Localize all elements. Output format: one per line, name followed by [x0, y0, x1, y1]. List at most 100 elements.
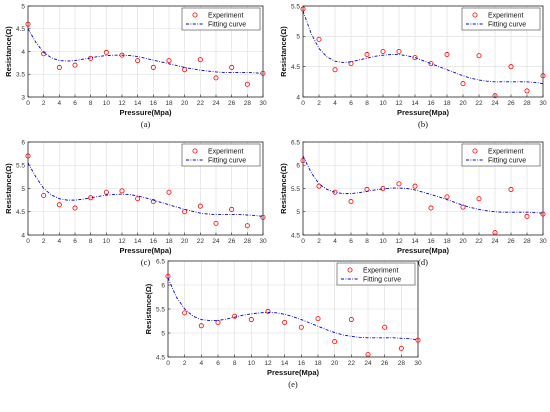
y-tick-label: 5.5 — [291, 186, 300, 193]
x-tick-label: 12 — [395, 100, 403, 107]
y-tick-label: 4 — [21, 49, 25, 56]
y-tick-label: 3.5 — [16, 72, 25, 79]
x-tick-label: 10 — [379, 238, 387, 245]
legend-marker-swatch — [347, 267, 353, 273]
x-tick-label: 14 — [411, 100, 419, 107]
x-tick-label: 12 — [264, 360, 272, 367]
chart-panel-d: 0 2 4 6 8 10 12 14 16 18 20 22 24 26 28 304.555.566.5Pr… — [279, 139, 547, 267]
y-tick-label: 5.5 — [156, 306, 165, 313]
experiment-point — [182, 310, 188, 316]
experiment-point — [524, 213, 530, 219]
legend-entry: Experiment — [208, 12, 243, 19]
x-tick-label: 16 — [298, 360, 306, 367]
x-tick-label: 28 — [398, 360, 406, 367]
experiment-point — [103, 49, 109, 55]
x-tick-label: 6 — [349, 238, 353, 245]
experiment-point — [135, 58, 141, 64]
experiment-point — [182, 67, 188, 73]
legend-entry: Experiment — [488, 148, 523, 155]
y-tick-label: 5 — [296, 34, 300, 41]
x-axis-label: Pressure(Mpa) — [397, 246, 450, 255]
experiment-point — [41, 51, 47, 57]
experiment-point — [150, 64, 156, 70]
experiment-point — [41, 192, 47, 198]
experiment-point — [348, 61, 354, 67]
x-tick-label: 14 — [134, 100, 142, 107]
x-tick-label: 26 — [507, 100, 515, 107]
experiment-point — [298, 324, 304, 330]
x-tick-label: 14 — [281, 360, 289, 367]
experiment-point — [72, 205, 78, 211]
legend: Experiment Fitting curve — [461, 7, 541, 31]
x-tick-label: 10 — [248, 360, 256, 367]
y-axis-label: Resistance(Ω) — [279, 163, 288, 214]
y-tick-label: 4 — [296, 94, 300, 101]
experiment-point — [380, 185, 386, 191]
experiment-point — [316, 36, 322, 42]
x-tick-label: 4 — [333, 238, 337, 245]
legend: Experiment Fitting curve — [181, 143, 261, 167]
x-tick-label: 30 — [539, 100, 547, 107]
x-tick-label: 2 — [317, 100, 321, 107]
legend-entry: Experiment — [208, 148, 243, 155]
x-tick-label: 18 — [443, 100, 451, 107]
legend-box — [461, 7, 541, 31]
experiment-point — [166, 189, 172, 195]
x-tick-label: 22 — [197, 238, 205, 245]
experiment-point — [540, 211, 546, 217]
x-tick-label: 24 — [212, 100, 220, 107]
experiment-point — [348, 317, 354, 323]
x-tick-label: 20 — [459, 238, 467, 245]
x-tick-label: 10 — [103, 100, 111, 107]
x-tick-label: 22 — [475, 100, 483, 107]
experiment-point — [476, 196, 482, 202]
experiment-point — [119, 188, 125, 194]
x-tick-label: 2 — [183, 360, 187, 367]
x-tick-label: 4 — [58, 100, 62, 107]
x-tick-label: 28 — [244, 238, 252, 245]
experiment-point — [380, 49, 386, 55]
x-tick-label: 8 — [233, 360, 237, 367]
legend: Experiment Fitting curve — [181, 7, 261, 31]
x-tick-label: 24 — [364, 360, 372, 367]
y-tick-label: 4.5 — [291, 232, 300, 239]
y-tick-label: 5.5 — [291, 3, 300, 10]
x-tick-label: 6 — [73, 238, 77, 245]
x-tick-label: 18 — [165, 100, 173, 107]
y-axis-label: Resistance(Ω) — [144, 283, 153, 334]
x-tick-label: 16 — [150, 100, 158, 107]
panel-label: (b) — [418, 119, 428, 129]
chart-panel-b: 0 2 4 6 8 10 12 14 16 18 20 22 24 26 28 3044.555.5Press… — [279, 3, 547, 129]
x-tick-label: 10 — [379, 100, 387, 107]
x-tick-label: 12 — [118, 100, 126, 107]
y-tick-label: 6 — [161, 282, 165, 289]
x-tick-label: 4 — [58, 238, 62, 245]
experiment-point — [524, 88, 530, 94]
x-tick-label: 12 — [118, 238, 126, 245]
x-tick-label: 8 — [365, 100, 369, 107]
x-tick-label: 26 — [228, 238, 236, 245]
experiment-point — [508, 64, 514, 70]
experiment-point — [476, 53, 482, 59]
experiment-point — [282, 319, 288, 325]
experiment-point — [166, 58, 172, 64]
y-tick-label: 3 — [21, 94, 25, 101]
experiment-point — [332, 67, 338, 73]
x-tick-label: 8 — [89, 238, 93, 245]
plot-frame — [302, 5, 544, 98]
x-tick-label: 18 — [443, 238, 451, 245]
legend: Experiment Fitting curve — [461, 143, 541, 167]
x-tick-label: 4 — [333, 100, 337, 107]
x-tick-label: 26 — [381, 360, 389, 367]
experiment-point — [382, 324, 388, 330]
legend-entry: Experiment — [363, 267, 398, 274]
experiment-point — [332, 339, 338, 345]
x-tick-label: 28 — [523, 238, 531, 245]
experiment-point — [260, 214, 266, 220]
x-tick-label: 26 — [507, 238, 515, 245]
y-axis-label: Resistance(Ω) — [279, 26, 288, 77]
y-tick-label: 6 — [21, 139, 25, 146]
x-tick-label: 14 — [411, 238, 419, 245]
legend-box — [181, 7, 261, 31]
fitting-curve-line — [27, 162, 264, 217]
